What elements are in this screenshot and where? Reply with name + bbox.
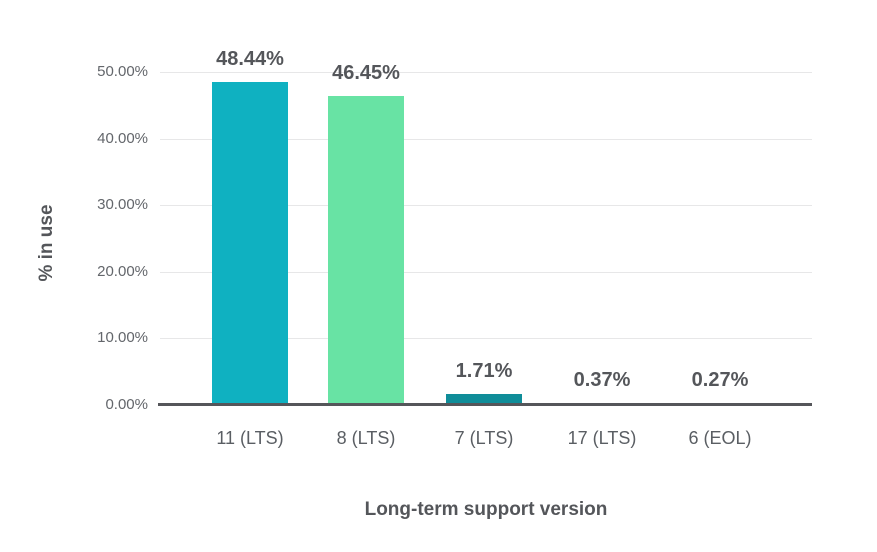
bar-7-lts[interactable] <box>446 394 522 405</box>
gridline <box>160 205 812 207</box>
y-tick-label: 50.00% <box>97 63 148 80</box>
bar-8-lts[interactable] <box>328 96 404 405</box>
bar-value-label-17-lts: 0.37% <box>573 369 631 391</box>
y-tick-label: 20.00% <box>97 262 148 280</box>
y-axis-title: % in use <box>36 204 57 282</box>
gridline <box>160 72 812 73</box>
bar-value-label-11-lts: 48.44% <box>216 48 284 70</box>
x-tick-label-6-eol: 6 (EOL) <box>688 428 752 448</box>
gridline <box>160 138 812 140</box>
gridline <box>160 338 812 340</box>
bar-value-label-6-eol: 0.27% <box>691 369 749 391</box>
y-tick-label: 30.00% <box>97 196 148 214</box>
x-tick-label-17-lts: 17 (LTS) <box>567 428 637 448</box>
bar-value-label-7-lts: 1.71% <box>455 360 513 382</box>
bar-11-lts[interactable] <box>212 82 288 405</box>
x-axis-title: Long-term support version <box>364 499 608 520</box>
x-axis-line <box>158 403 812 406</box>
x-tick-label-8-lts: 8 (LTS) <box>336 428 396 448</box>
y-tick-label: 0.00% <box>105 396 148 413</box>
x-tick-label-11-lts: 11 (LTS) <box>216 428 284 448</box>
y-tick-label: 40.00% <box>97 129 148 147</box>
bar-value-label-8-lts: 46.45% <box>332 62 400 84</box>
y-tick-label: 10.00% <box>97 329 148 347</box>
x-tick-label-7-lts: 7 (LTS) <box>454 428 514 448</box>
gridline <box>160 271 812 273</box>
